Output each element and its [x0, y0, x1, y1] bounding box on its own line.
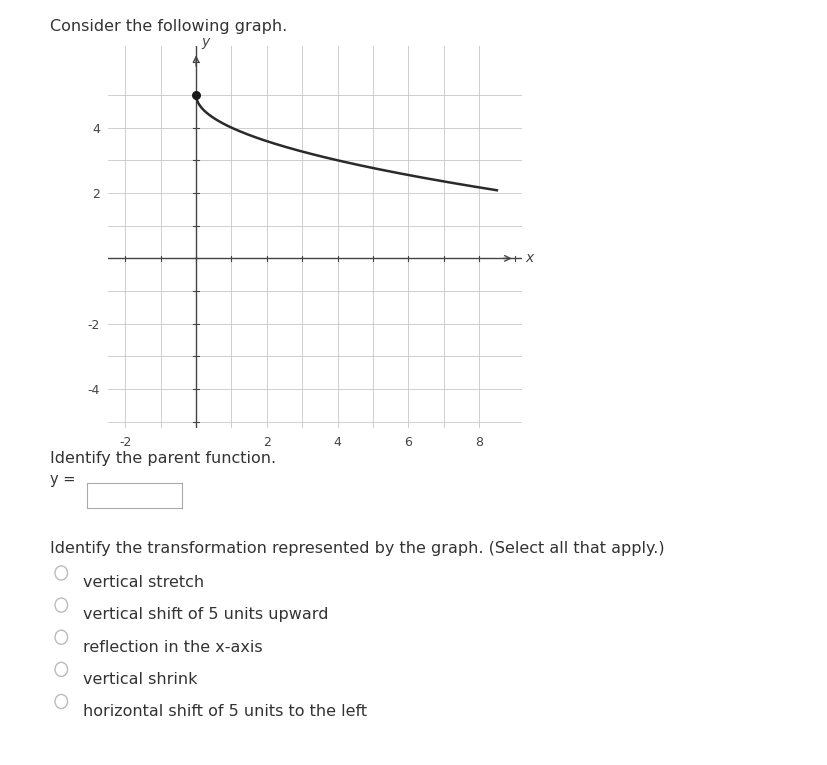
Text: y =: y =	[50, 472, 75, 487]
Text: horizontal shift of 5 units to the left: horizontal shift of 5 units to the left	[83, 704, 366, 719]
Text: vertical shrink: vertical shrink	[83, 672, 197, 687]
Text: reflection in the x-axis: reflection in the x-axis	[83, 640, 262, 655]
Text: Identify the transformation represented by the graph. (Select all that apply.): Identify the transformation represented …	[50, 541, 663, 556]
Text: Consider the following graph.: Consider the following graph.	[50, 19, 287, 34]
Point	[189, 89, 203, 101]
Text: x: x	[524, 252, 533, 265]
Text: y: y	[201, 35, 209, 49]
Text: vertical stretch: vertical stretch	[83, 575, 203, 591]
Text: Identify the parent function.: Identify the parent function.	[50, 451, 275, 467]
Text: vertical shift of 5 units upward: vertical shift of 5 units upward	[83, 607, 327, 623]
